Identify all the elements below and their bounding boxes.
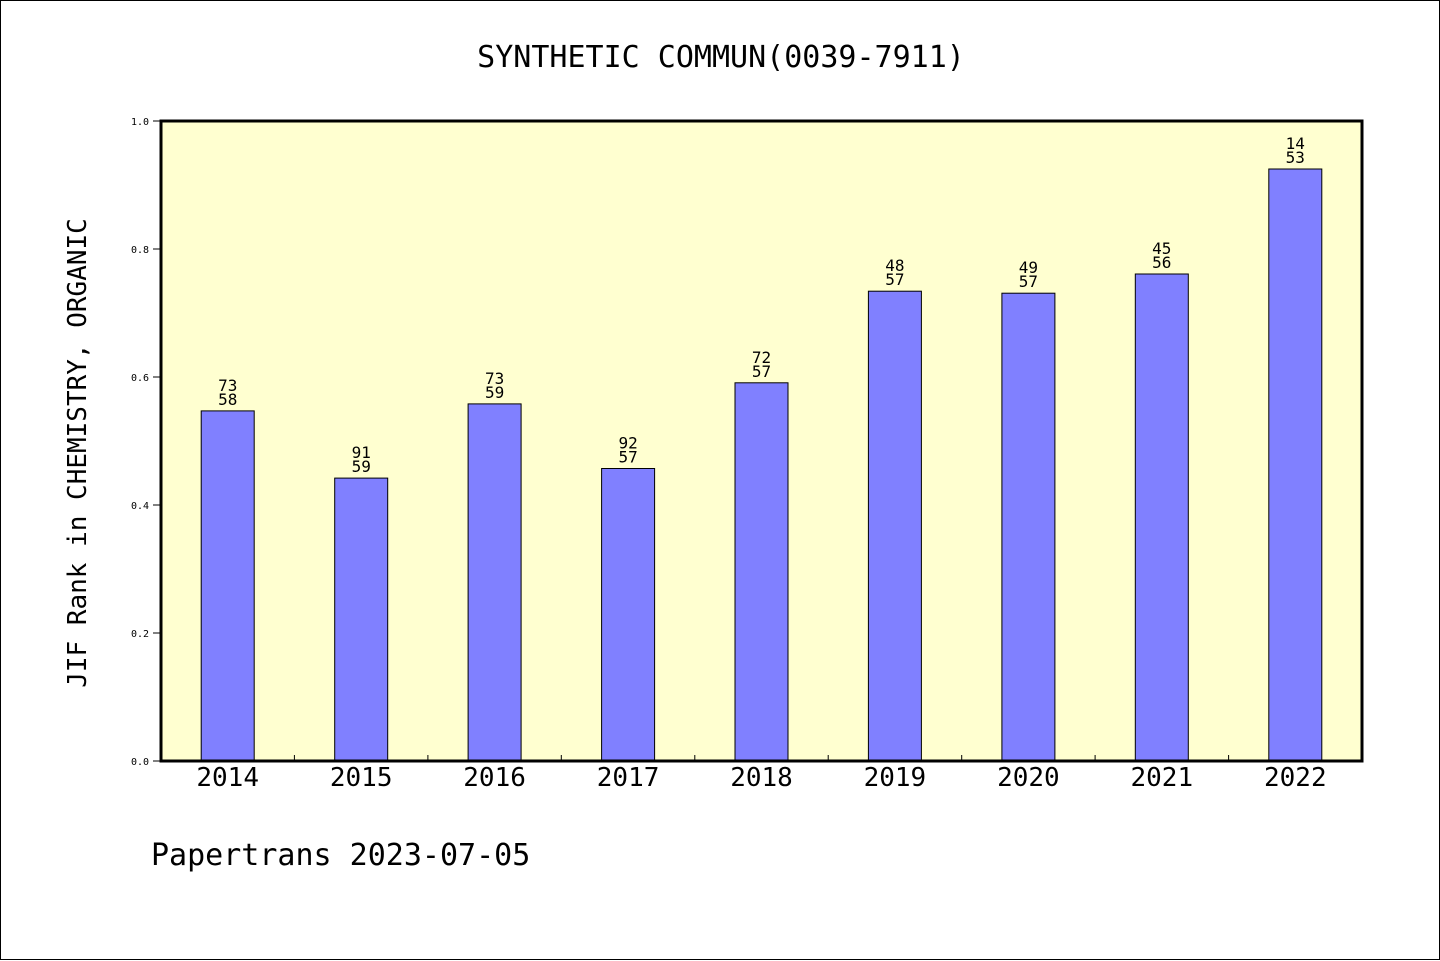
x-tick-label: 2016 [463, 763, 526, 793]
y-tick-label: 0.0 [131, 757, 149, 768]
bar-label-rank: 14 [1286, 134, 1305, 153]
x-axis: 2014 2015 2016 2017 2018 2019 2020 2021 2022 [196, 755, 1327, 793]
bar-2019 [867, 290, 922, 762]
x-tick-label: 2018 [730, 763, 793, 793]
bar-label-rank: 92 [618, 434, 637, 453]
x-tick-label: 2019 [864, 763, 927, 793]
bar-label-rank: 48 [885, 256, 904, 275]
bar-label-total: 58 [218, 390, 237, 409]
bar-label-rank: 49 [1019, 258, 1038, 277]
bar-label-total: 57 [885, 270, 904, 289]
y-tick-label: 1.0 [131, 117, 149, 128]
y-tick-label: 0.2 [131, 629, 149, 640]
footer-credit: Papertrans 2023-07-05 [151, 838, 530, 873]
bar-label-rank: 73 [485, 369, 504, 388]
bar-label-rank: 72 [752, 348, 771, 367]
y-axis-title: JIF Rank in CHEMISTRY, ORGANIC [63, 218, 93, 688]
bar-2018 [734, 382, 789, 762]
bar-2014 [200, 410, 255, 762]
x-tick-label: 2017 [597, 763, 660, 793]
bar-label-total: 57 [752, 362, 771, 381]
bar-label-total: 56 [1152, 253, 1171, 272]
chart-title: SYNTHETIC COMMUN(0039-7911) [477, 40, 965, 75]
bar-2017 [601, 468, 656, 762]
y-tick-label: 0.6 [131, 373, 149, 384]
bar-label-total: 57 [618, 448, 637, 467]
plot-border [159, 119, 1364, 763]
bar-2015 [334, 477, 389, 762]
x-tick-label: 2021 [1130, 763, 1193, 793]
bar-2022 [1268, 168, 1323, 762]
x-tick-label: 2022 [1264, 763, 1327, 793]
bar-label-rank: 91 [352, 443, 371, 462]
x-tick-label: 2014 [196, 763, 259, 793]
bar-2020 [1001, 292, 1056, 762]
bar-label-rank: 73 [218, 376, 237, 395]
y-tick-label: 0.4 [131, 501, 149, 512]
bars-group [200, 168, 1323, 762]
bar-2021 [1134, 273, 1189, 762]
bar-label-total: 59 [485, 383, 504, 402]
x-tick-label: 2015 [330, 763, 393, 793]
y-tick-label: 0.8 [131, 245, 149, 256]
bar-label-total: 59 [352, 457, 371, 476]
bar-2016 [467, 403, 522, 762]
y-axis: 0.0 0.2 0.4 0.6 0.8 1.0 [131, 117, 161, 768]
bar-label-total: 57 [1019, 272, 1038, 291]
x-tick-label: 2020 [997, 763, 1060, 793]
bar-label-total: 53 [1286, 148, 1305, 167]
bar-label-rank: 45 [1152, 239, 1171, 258]
